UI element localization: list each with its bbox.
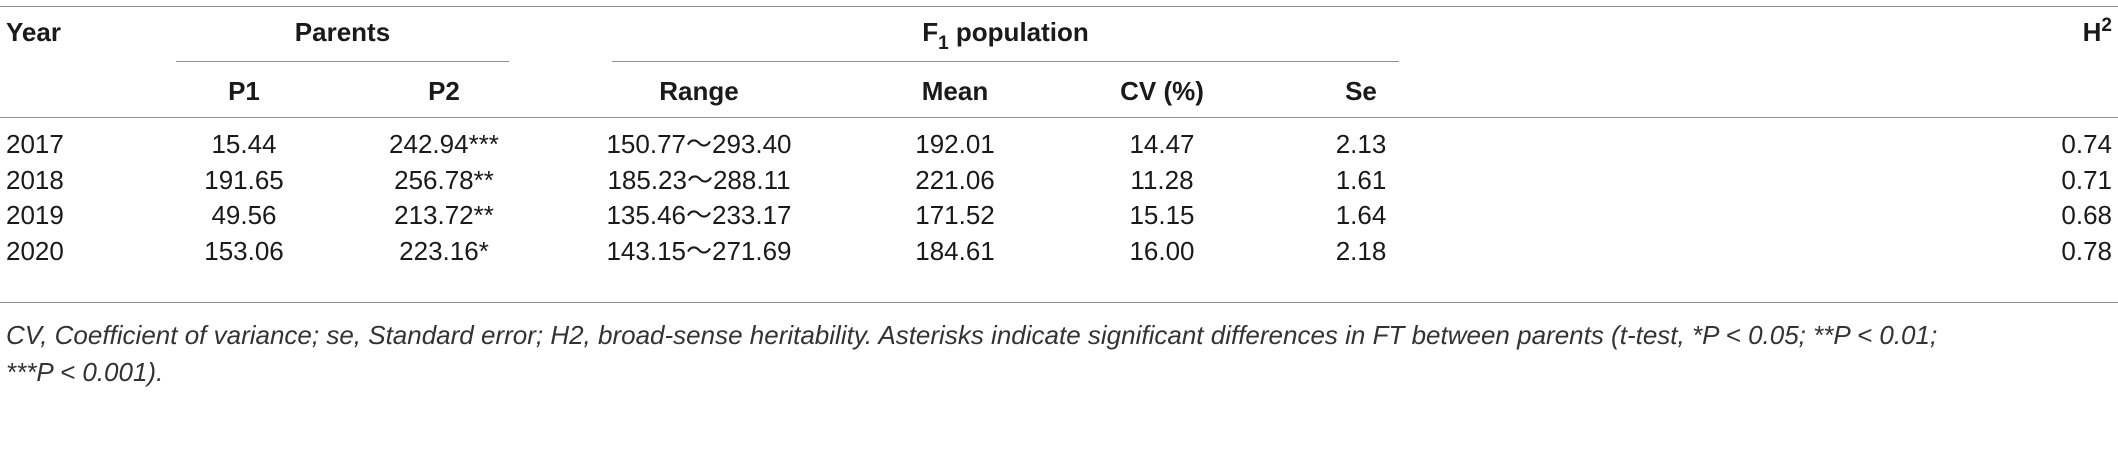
cell-h2: 0.71 bbox=[2061, 165, 2112, 195]
cell-year: 2020 bbox=[6, 236, 64, 266]
cell-p1: 15.44 bbox=[211, 129, 277, 159]
footnote-line-1: CV, Coefficient of variance; se, Standar… bbox=[6, 320, 1938, 350]
cell-se: 2.13 bbox=[1335, 129, 1387, 159]
table-top-rule bbox=[0, 6, 2118, 7]
cell-p2: 242.94*** bbox=[389, 129, 499, 159]
cell-p2: 213.72** bbox=[394, 200, 494, 230]
cell-h2: 0.68 bbox=[2061, 200, 2112, 230]
cell-se: 1.61 bbox=[1335, 165, 1387, 195]
header-bottom-rule bbox=[0, 117, 2118, 118]
cell-se: 1.64 bbox=[1335, 200, 1387, 230]
f1-population-underline bbox=[612, 61, 1399, 62]
header-p2: P2 bbox=[428, 76, 460, 106]
header-h2: H2 bbox=[2082, 15, 2112, 51]
cell-se: 2.18 bbox=[1335, 236, 1387, 266]
h2-letter: H bbox=[2082, 17, 2102, 47]
table-bottom-rule bbox=[0, 302, 2118, 303]
header-parents: Parents bbox=[294, 17, 391, 47]
cell-p2: 223.16* bbox=[399, 236, 489, 266]
cell-p1: 191.65 bbox=[204, 165, 284, 195]
cell-p1: 153.06 bbox=[204, 236, 284, 266]
cell-mean: 184.61 bbox=[915, 236, 995, 266]
cell-cv: 15.15 bbox=[1129, 200, 1195, 230]
cell-mean: 171.52 bbox=[915, 200, 995, 230]
parents-underline bbox=[176, 61, 509, 62]
cell-range: 185.23～288.11 bbox=[607, 165, 791, 195]
cell-range: 150.77～293.40 bbox=[606, 129, 792, 159]
cell-cv: 16.00 bbox=[1129, 236, 1195, 266]
cell-h2: 0.74 bbox=[2061, 129, 2112, 159]
header-cv: CV (%) bbox=[1120, 76, 1204, 106]
header-mean: Mean bbox=[921, 76, 989, 106]
header-range: Range bbox=[659, 76, 739, 106]
cell-p1: 49.56 bbox=[211, 200, 277, 230]
cell-cv: 11.28 bbox=[1130, 165, 1194, 195]
cell-range: 135.46～233.17 bbox=[606, 200, 792, 230]
cell-year: 2018 bbox=[6, 165, 64, 195]
header-year: Year bbox=[6, 17, 61, 47]
cell-mean: 192.01 bbox=[915, 129, 995, 159]
cell-year: 2017 bbox=[6, 129, 64, 159]
cell-year: 2019 bbox=[6, 200, 64, 230]
cell-p2: 256.78** bbox=[394, 165, 494, 195]
header-f1-population: F1 population bbox=[612, 17, 1399, 54]
cell-range: 143.15～271.69 bbox=[606, 236, 792, 266]
cell-mean: 221.06 bbox=[915, 165, 995, 195]
f1-suffix: population bbox=[948, 17, 1089, 47]
f1-letter: F bbox=[922, 17, 939, 47]
f1-subscript: 1 bbox=[938, 33, 949, 54]
header-se: Se bbox=[1345, 76, 1377, 106]
h2-superscript: 2 bbox=[2101, 15, 2112, 36]
cell-cv: 14.47 bbox=[1129, 129, 1195, 159]
cell-h2: 0.78 bbox=[2061, 236, 2112, 266]
header-p1: P1 bbox=[228, 76, 260, 106]
footnote-line-2: ***P < 0.001). bbox=[6, 357, 164, 387]
